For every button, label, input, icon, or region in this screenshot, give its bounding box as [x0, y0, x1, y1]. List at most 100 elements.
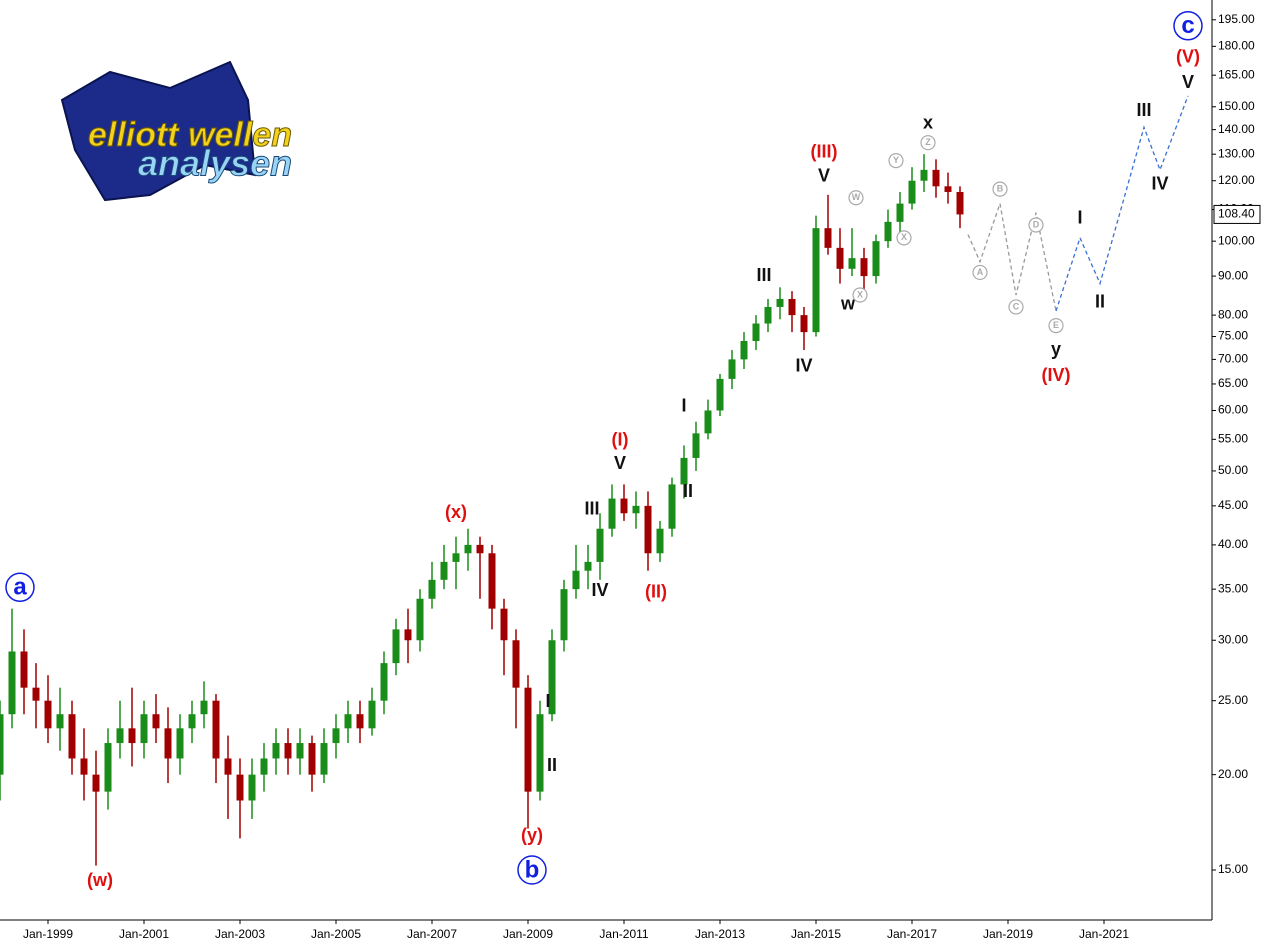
candle-body	[680, 457, 688, 485]
candle-body	[668, 484, 676, 529]
candle-body	[764, 306, 772, 324]
candle-body	[452, 553, 460, 562]
wave-label: w	[840, 293, 856, 313]
y-tick-label: 75.00	[1218, 329, 1248, 343]
projection-line	[1055, 95, 1189, 312]
candle-body	[428, 579, 436, 599]
y-tick-label: 180.00	[1218, 38, 1255, 52]
x-tick-label: Jan-2001	[119, 927, 169, 941]
y-tick-label: 30.00	[1218, 632, 1248, 646]
wave-label: Y	[893, 155, 899, 165]
candle-body	[956, 191, 964, 215]
candle-body	[296, 743, 304, 759]
y-tick-label: 195.00	[1218, 12, 1255, 26]
wave-label: D	[1033, 219, 1040, 229]
wave-label: B	[997, 183, 1004, 193]
candle-body	[392, 629, 400, 664]
wave-label: V	[818, 165, 830, 185]
x-tick-label: Jan-2007	[407, 927, 457, 941]
y-tick-label: 80.00	[1218, 307, 1248, 321]
candle-body	[440, 561, 448, 580]
y-tick-label: 40.00	[1218, 537, 1248, 551]
candle-body	[740, 340, 748, 360]
projection-line	[967, 203, 1057, 312]
candle-body	[908, 180, 916, 204]
candle-body	[404, 629, 412, 641]
candle-body	[104, 743, 112, 792]
wave-label: I	[681, 395, 686, 415]
candle-body	[164, 728, 172, 759]
candle-body	[464, 544, 472, 554]
wave-label: X	[857, 289, 863, 299]
y-tick-label: 20.00	[1218, 767, 1248, 781]
candle-body	[212, 700, 220, 759]
wave-circle	[1173, 11, 1203, 41]
candle-body	[284, 743, 292, 759]
candle-body	[368, 700, 376, 729]
candle-body	[788, 298, 796, 316]
candle-body	[632, 505, 640, 514]
candle-body	[260, 758, 268, 775]
wave-label: Z	[925, 137, 931, 147]
wave-circle	[1008, 299, 1024, 315]
candle-body	[188, 714, 196, 729]
wave-circle	[5, 572, 35, 603]
wave-label: (w)	[87, 870, 113, 890]
candle-body	[80, 758, 88, 775]
candle-body	[932, 169, 940, 187]
wave-label: (y)	[521, 825, 543, 845]
wave-circle	[517, 855, 547, 885]
candle-body	[536, 714, 544, 792]
logo-text: analysen	[138, 143, 292, 184]
candle-body	[236, 774, 244, 801]
candle-body	[344, 714, 352, 729]
candle-body	[92, 774, 100, 792]
candle-body	[224, 758, 232, 775]
candle-body	[848, 258, 856, 269]
candle-body	[488, 553, 496, 609]
logo-flag	[60, 60, 257, 202]
wave-circle	[1048, 318, 1064, 334]
candle-body	[872, 241, 880, 277]
wave-circle	[896, 230, 912, 246]
y-tick-label: 15.00	[1218, 862, 1248, 876]
candle-body	[308, 743, 316, 775]
candle-body	[944, 186, 952, 192]
x-tick-label: Jan-2005	[311, 927, 361, 941]
wave-label: II	[547, 755, 557, 775]
candle-body	[20, 651, 28, 688]
wave-label: E	[1053, 320, 1059, 330]
candle-body	[8, 651, 16, 715]
candle-body	[896, 203, 904, 222]
candle-body	[272, 743, 280, 759]
candle-body	[176, 728, 184, 759]
last-price-label: 108.40	[1218, 207, 1255, 221]
candle-body	[152, 714, 160, 729]
wave-label: IV	[795, 355, 812, 375]
wave-label: y	[1051, 339, 1061, 359]
candle-body	[476, 544, 484, 554]
candle-body	[572, 570, 580, 590]
candle-body	[500, 608, 508, 641]
wave-circle	[888, 153, 904, 169]
candle-body	[776, 298, 784, 307]
y-tick-label: 50.00	[1218, 463, 1248, 477]
candle-body	[884, 221, 892, 242]
candle-body	[140, 714, 148, 744]
x-tick-label: Jan-1999	[23, 927, 73, 941]
x-tick-label: Jan-2009	[503, 927, 553, 941]
x-tick-label: Jan-2003	[215, 927, 265, 941]
candle-body	[380, 663, 388, 701]
wave-label: (II)	[645, 582, 667, 602]
logo: elliott wellen analysen	[60, 60, 293, 202]
wave-label: X	[901, 232, 907, 242]
candle-body	[68, 714, 76, 759]
x-tick-label: Jan-2021	[1079, 927, 1129, 941]
y-tick-label: 35.00	[1218, 581, 1248, 595]
candle-body	[128, 728, 136, 744]
candle-body	[356, 714, 364, 729]
candle-body	[644, 505, 652, 554]
wave-label: a	[13, 574, 27, 601]
wave-label: c	[1181, 12, 1194, 39]
wave-circle	[920, 135, 936, 151]
